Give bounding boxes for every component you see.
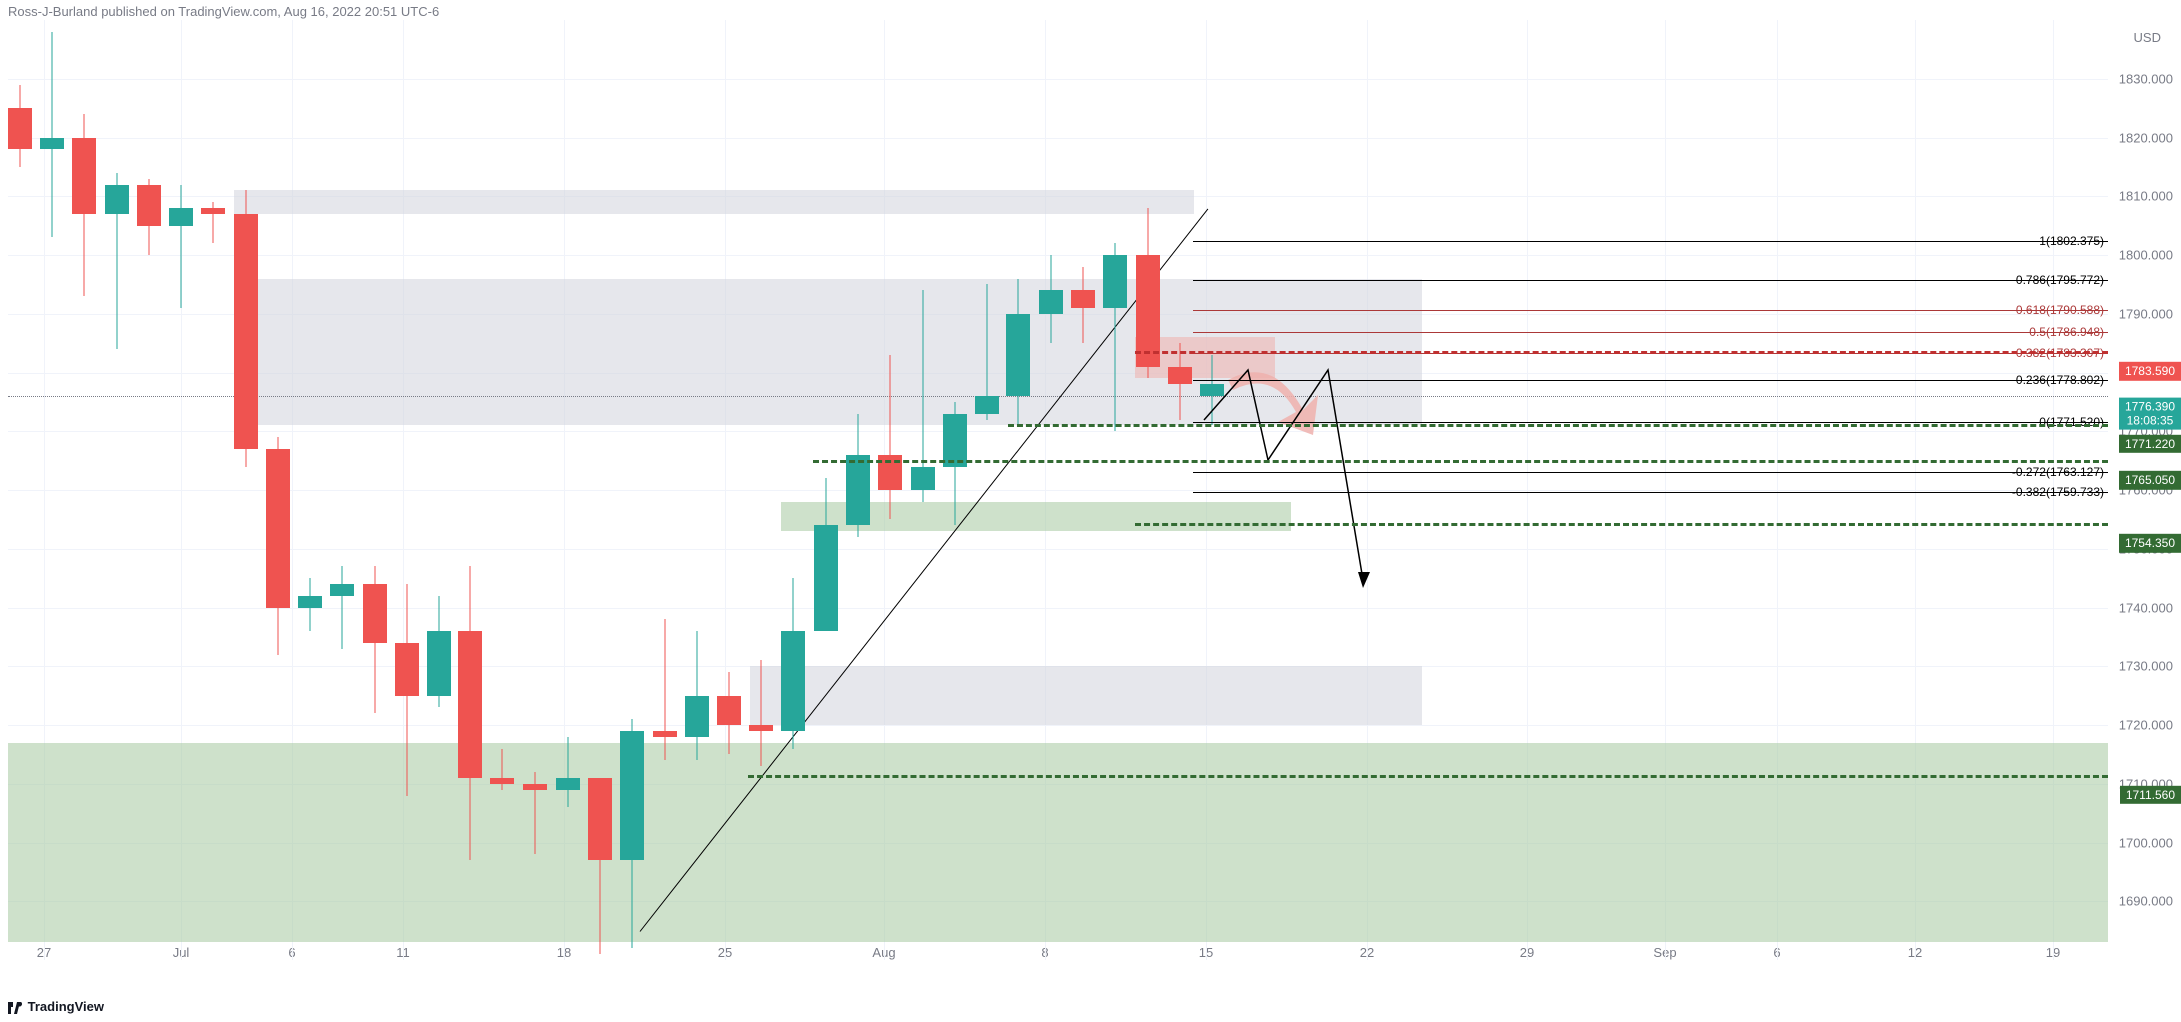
y-tick-label: 1830.000 [2119, 71, 2173, 86]
y-tick-label: 1700.000 [2119, 835, 2173, 850]
y-tick-label: 1820.000 [2119, 130, 2173, 145]
fib-label: 0(1771.520) [2039, 415, 2104, 429]
dashed-price-line[interactable] [1135, 523, 2108, 526]
y-tick-label: 1790.000 [2119, 306, 2173, 321]
fib-label: 0.5(1786.948) [2029, 325, 2104, 339]
fib-line[interactable] [1193, 492, 2108, 493]
chart-area[interactable]: 27Jul6111825Aug8152229Sep612191(1802.375… [8, 20, 2108, 980]
dashed-price-line[interactable] [748, 775, 2108, 778]
current-price-tag: 1776.390 18:08:35 [2119, 397, 2181, 430]
publish-info: Ross-J-Burland published on TradingView.… [8, 4, 439, 19]
fib-line[interactable] [1193, 241, 2108, 242]
price-tag: 1711.560 [2120, 785, 2181, 803]
y-tick-label: 1800.000 [2119, 248, 2173, 263]
price-axis[interactable]: USD 1690.0001700.0001710.0001720.0001730… [2109, 20, 2181, 980]
price-tag: 1783.590 [2119, 362, 2181, 380]
projection-arrow[interactable] [8, 20, 2108, 980]
y-tick-label: 1720.000 [2119, 718, 2173, 733]
fib-line[interactable] [1193, 472, 2108, 473]
fib-line[interactable] [1193, 280, 2108, 281]
fib-line[interactable] [1193, 380, 2108, 381]
fib-line[interactable] [1193, 310, 2108, 311]
dashed-price-line[interactable] [1135, 351, 2108, 354]
dashed-price-line[interactable] [1008, 424, 2108, 427]
currency-unit: USD [2134, 30, 2161, 45]
price-tag: 1765.050 [2119, 471, 2181, 489]
fib-label: -0.382(1759.733) [2012, 485, 2104, 499]
y-tick-label: 1740.000 [2119, 600, 2173, 615]
price-tag: 1771.220 [2119, 435, 2181, 453]
y-tick-label: 1810.000 [2119, 189, 2173, 204]
price-tag: 1754.350 [2119, 534, 2181, 552]
fib-label: 1(1802.375) [2039, 234, 2104, 248]
y-tick-label: 1690.000 [2119, 894, 2173, 909]
fib-label: 0.786(1795.772) [2016, 273, 2104, 287]
fib-line[interactable] [1193, 332, 2108, 333]
fib-label: -0.272(1763.127) [2012, 465, 2104, 479]
dashed-price-line[interactable] [813, 460, 2108, 463]
tradingview-logo: TradingView [8, 999, 104, 1014]
fib-label: 0.618(1790.588) [2016, 303, 2104, 317]
fib-label: 0.236(1778.802) [2016, 373, 2104, 387]
y-tick-label: 1730.000 [2119, 659, 2173, 674]
